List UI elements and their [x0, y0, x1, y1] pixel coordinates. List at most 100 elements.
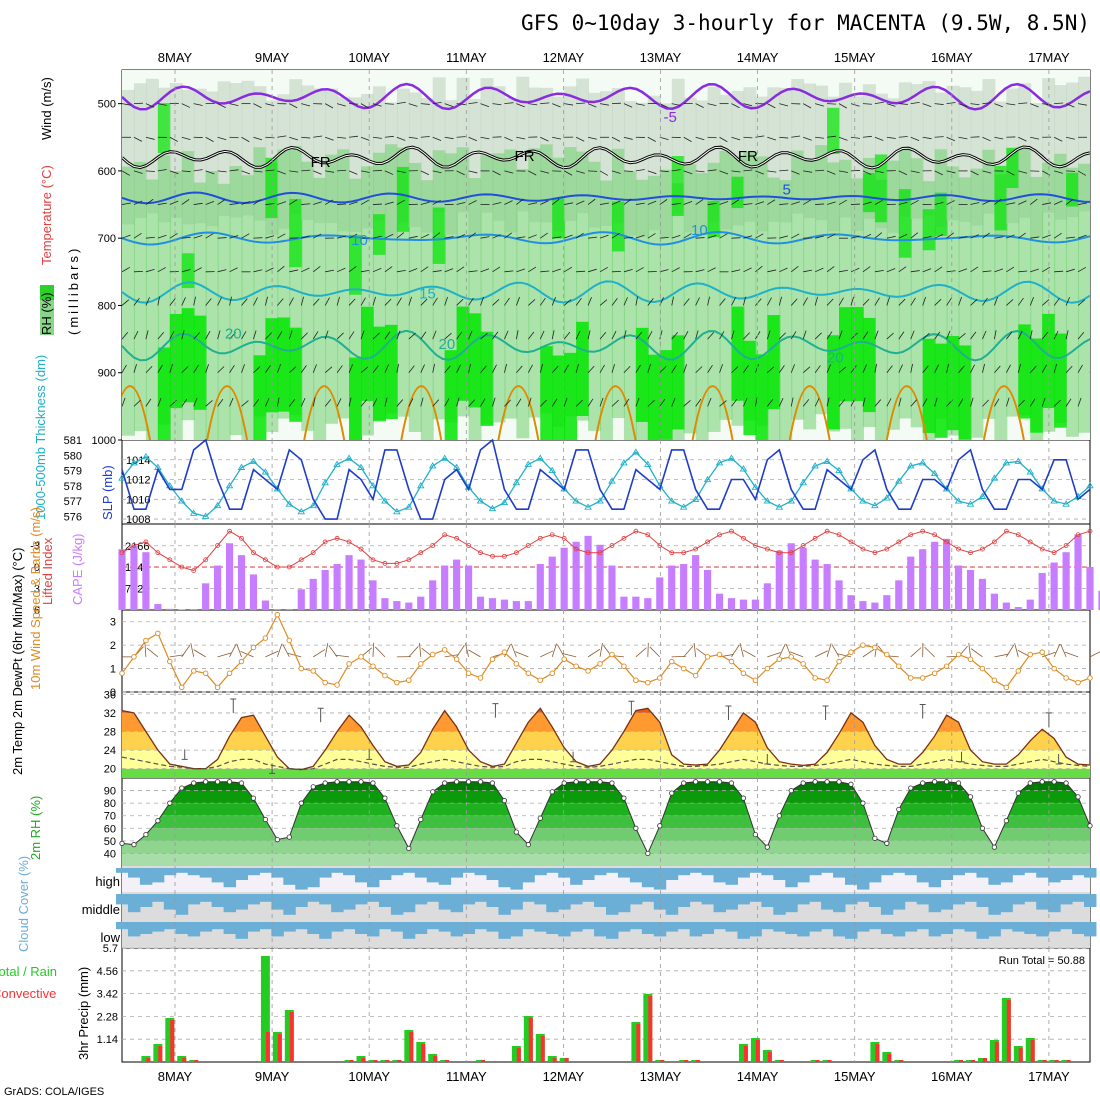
wind-barb: [181, 297, 186, 306]
wind-barb: [492, 397, 496, 407]
wind-barb: [1089, 304, 1090, 306]
wind-barb: [814, 650, 828, 658]
cloud-cell: [940, 922, 954, 934]
cloud-cell: [988, 922, 1001, 937]
wind-barb: [767, 136, 777, 141]
wind-barb: [659, 199, 668, 205]
wind-barb: [217, 398, 224, 407]
wind-barb: [767, 366, 775, 374]
wind-speed-point: [1039, 649, 1045, 655]
wind-barb: [1077, 266, 1087, 273]
cloud-cell: [737, 922, 750, 939]
li-point: [406, 557, 412, 563]
cape-bar: [799, 547, 807, 610]
cloud-cell: [868, 922, 882, 930]
wind-barb: [372, 136, 382, 139]
wind-barb: [336, 296, 340, 306]
li-point: [800, 543, 806, 548]
cloud-cell: [558, 894, 571, 910]
slp-axis-label: SLP (mb): [100, 465, 115, 520]
rh-point: [800, 780, 806, 786]
rh-point: [155, 818, 161, 824]
wind-barb: [683, 136, 692, 142]
precip-total-bar: [643, 994, 653, 1062]
cape-bar: [931, 541, 939, 610]
wind-barb: [623, 268, 633, 273]
cape-bar: [202, 583, 210, 610]
thickness-point: [321, 478, 329, 486]
cloud-cell: [1000, 922, 1013, 930]
wind-barb: [1053, 232, 1062, 239]
cloud-cell: [247, 868, 260, 876]
cape-axis-label: CAPE (J/kg): [70, 533, 85, 605]
cloud-cell: [187, 894, 201, 905]
cloud-cell: [1036, 894, 1049, 910]
wind-barb: [659, 269, 669, 273]
wind-barb: [408, 365, 415, 373]
li-point: [466, 543, 471, 548]
wind-barb: [384, 298, 392, 306]
wind-barb: [587, 398, 594, 407]
wind-barb: [563, 331, 571, 340]
wind-barb: [862, 201, 872, 205]
wind-barb: [563, 299, 572, 306]
wind-barb: [540, 170, 550, 174]
li-point: [394, 561, 400, 566]
isotherm-25: [303, 385, 346, 440]
rh-point: [812, 779, 818, 785]
precip-total-bar: [368, 1060, 378, 1062]
wind-speed-point: [668, 658, 675, 665]
wind-barb: [504, 330, 509, 340]
wind-barb: [540, 650, 554, 658]
wind-barb: [516, 198, 524, 205]
wind-barb: [1041, 397, 1046, 407]
cloud-cell: [880, 922, 894, 934]
wind-speed-point: [824, 677, 830, 684]
wind-barb: [1065, 330, 1069, 340]
li-point: [358, 546, 364, 552]
cloud-cell: [570, 868, 583, 885]
cloud-cell: [665, 894, 679, 915]
rh-point: [274, 836, 280, 843]
wind-tick-label: 3: [110, 617, 116, 629]
rh-point: [191, 780, 197, 786]
precip-convective-bar: [540, 1036, 545, 1062]
wind-barb: [444, 296, 448, 306]
wind-barb: [1042, 234, 1051, 239]
rh-point: [179, 785, 185, 791]
wind-barb: [384, 364, 389, 373]
cloud-cell: [785, 922, 798, 934]
rh-point: [310, 784, 316, 790]
cloud-cell: [343, 868, 356, 876]
wind-barb: [444, 236, 454, 239]
precip-total-bar: [511, 1046, 521, 1062]
cape-bar: [775, 550, 783, 610]
cloud-cell: [701, 922, 715, 934]
contour-label: 15: [419, 285, 436, 302]
li-point: [346, 539, 352, 545]
wind-barb: [301, 203, 311, 205]
wind-barb: [313, 170, 322, 175]
day-label-top: 10MAY: [348, 50, 390, 65]
wind-barb: [552, 136, 562, 140]
wind-barb: [815, 103, 824, 107]
bottom-day-labels: 8MAY 9MAY 10MAY 11MAY 12MAY 13MAY 14MAY 15MAY 16…: [158, 1069, 1070, 1084]
cloud-cell: [892, 868, 906, 873]
cloud-cell: [151, 868, 165, 883]
wind-barb: [599, 103, 609, 106]
wind-barb: [719, 298, 726, 306]
slp-tick-label: 1012: [126, 475, 150, 487]
cape-bar: [154, 604, 162, 610]
cloud-cell: [259, 894, 272, 902]
cloud-cell: [235, 922, 248, 939]
wind-barb: [325, 170, 335, 173]
precip-total-bar: [356, 1056, 366, 1062]
wind-barb: [898, 298, 906, 306]
wind-barb: [348, 397, 352, 407]
rh-mid-cell: [1090, 169, 1100, 438]
wind-barb: [348, 170, 358, 175]
wind-barb: [384, 135, 394, 138]
wind-barb: [265, 365, 271, 373]
wind-barb: [324, 330, 329, 340]
wind-barb: [1030, 236, 1040, 239]
